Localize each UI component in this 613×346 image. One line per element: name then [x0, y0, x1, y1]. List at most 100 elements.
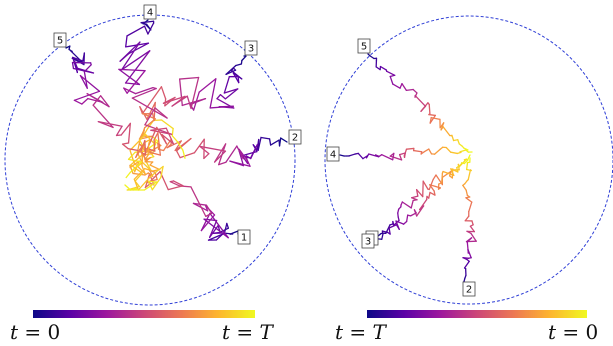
left-trajectory-2-segment — [204, 154, 209, 159]
left-trajectory-2-segment — [162, 120, 174, 129]
left-trajectory-3-segment — [126, 172, 130, 177]
left-trajectory-4-segment — [126, 36, 127, 47]
left-trajectory-5-segment — [80, 76, 99, 92]
right-trajectory-1-segment — [378, 234, 381, 236]
right-trajectory-2-segment — [465, 261, 470, 268]
right-label-5-text: 5 — [361, 42, 367, 53]
left-label-3: 3 — [245, 41, 257, 55]
left-trajectory-5-segment — [123, 144, 129, 149]
right-label-4-text: 4 — [330, 150, 336, 161]
left-trajectory-4-segment — [127, 26, 145, 36]
right-trajectory-2-segment — [466, 198, 472, 202]
left-colorbar: t = 0 t = T — [10, 310, 275, 344]
right-trajectory-2-segment — [467, 163, 468, 170]
left-trajectory-4-segment — [141, 21, 153, 22]
left-trajectory-2-segment — [270, 139, 271, 145]
right-trajectory-4-segment — [451, 152, 458, 153]
right-trajectory-5-segment — [380, 67, 386, 70]
left-trajectory-1-segment — [168, 186, 183, 190]
left-trajectory-2-segment — [194, 139, 204, 153]
right-trajectory-5-segment — [452, 135, 454, 140]
right-trajectory-5-segment — [421, 106, 426, 111]
right-trajectory-2-segment — [466, 190, 467, 195]
right-trajectory-4-segment — [340, 155, 344, 156]
left-trajectory-3-segment — [191, 77, 199, 108]
right-trajectory-5-segment — [368, 54, 370, 56]
left-trajectory-2-segment — [177, 151, 181, 158]
left-colorbar-gradient — [33, 310, 255, 318]
left-label-5-text: 5 — [57, 36, 63, 47]
right-trajectory-1-segment — [423, 181, 428, 189]
right-trajectory-2-segment — [465, 216, 469, 221]
right-trajectory-2-segment — [463, 185, 466, 190]
left-panel: 1 2 3 4 5 — [5, 5, 301, 305]
right-trajectory-5-segment — [415, 96, 425, 107]
right-trajectory-4-segment — [406, 148, 413, 149]
left-colorbar-start-label: t = 0 — [10, 320, 60, 344]
left-trajectory-4-segment — [119, 69, 145, 70]
left-trajectory-2-segment — [172, 136, 177, 142]
left-boundary-circle — [5, 15, 295, 305]
right-trajectory-3-segment — [429, 192, 430, 198]
right-trajectory-3-segment — [407, 215, 408, 221]
left-trajectory-3-segment — [129, 152, 136, 159]
left-trajectory-5-segment — [123, 143, 129, 144]
right-trajectory-4-segment — [358, 153, 363, 158]
left-endpoint-labels: 1 2 3 4 5 — [54, 5, 301, 244]
left-trajectory-2-segment — [172, 129, 173, 136]
right-colorbar-gradient — [367, 310, 587, 318]
left-label-5: 5 — [54, 33, 66, 47]
right-colorbar-end-label: t = 0 — [548, 320, 598, 344]
right-trajectory-2-segment — [470, 226, 474, 231]
right-trajectory-5-segment — [429, 104, 430, 113]
right-trajectory-3-segment — [442, 173, 443, 183]
left-label-4: 4 — [144, 5, 156, 19]
left-trajectory-5-segment — [82, 99, 88, 104]
right-trajectory-5-segment — [458, 140, 459, 144]
left-trajectory-4-segment — [122, 51, 150, 70]
right-colorbar: t = T t = 0 — [335, 310, 598, 344]
left-trajectory-1-segment — [191, 187, 206, 216]
left-trajectory-3-segment — [236, 64, 242, 66]
right-trajectory-2-segment — [468, 170, 470, 180]
left-trajectory-3-segment — [238, 77, 239, 83]
right-trajectories — [340, 54, 476, 284]
left-trajectory-4-segment — [145, 26, 148, 34]
right-trajectory-1-segment — [402, 202, 411, 208]
left-trajectory-2-segment — [281, 138, 287, 142]
right-label-2: 2 — [463, 282, 475, 296]
right-trajectory-5-segment — [400, 84, 402, 88]
left-label-4-text: 4 — [147, 8, 153, 19]
right-label-4: 4 — [327, 147, 339, 161]
left-trajectory-2-segment — [271, 140, 279, 145]
left-label-1-text: 1 — [241, 233, 247, 244]
right-trajectory-1-segment — [411, 201, 413, 208]
left-trajectory-5-segment — [148, 181, 156, 182]
right-trajectory-4-segment — [349, 154, 355, 156]
right-trajectory-5-segment — [387, 71, 395, 75]
right-colorbar-start-label: t = T — [335, 320, 388, 344]
left-trajectory-5-segment — [150, 165, 160, 170]
left-trajectory-4-segment — [126, 51, 150, 83]
left-trajectory-2-segment — [226, 146, 237, 162]
right-trajectory-5-segment — [390, 76, 393, 84]
left-trajectory-2-segment — [175, 139, 191, 151]
left-trajectory-4-segment — [127, 71, 145, 93]
right-trajectory-2-segment — [469, 202, 472, 211]
right-trajectory-5-segment — [413, 89, 417, 92]
right-label-5: 5 — [358, 39, 370, 53]
left-trajectory-3-segment — [220, 95, 225, 99]
right-trajectory-5-segment — [406, 89, 413, 90]
right-trajectory-4-segment — [446, 148, 451, 153]
right-trajectory-4-segment — [414, 151, 422, 152]
right-trajectory-5-segment — [393, 84, 400, 88]
left-label-2: 2 — [289, 130, 301, 144]
right-trajectory-5-segment — [443, 127, 450, 136]
right-trajectory-5-segment — [429, 115, 435, 116]
right-trajectory-5-segment — [370, 56, 374, 59]
left-trajectory-5-segment — [98, 122, 122, 127]
left-trajectory-4-segment — [154, 140, 155, 151]
